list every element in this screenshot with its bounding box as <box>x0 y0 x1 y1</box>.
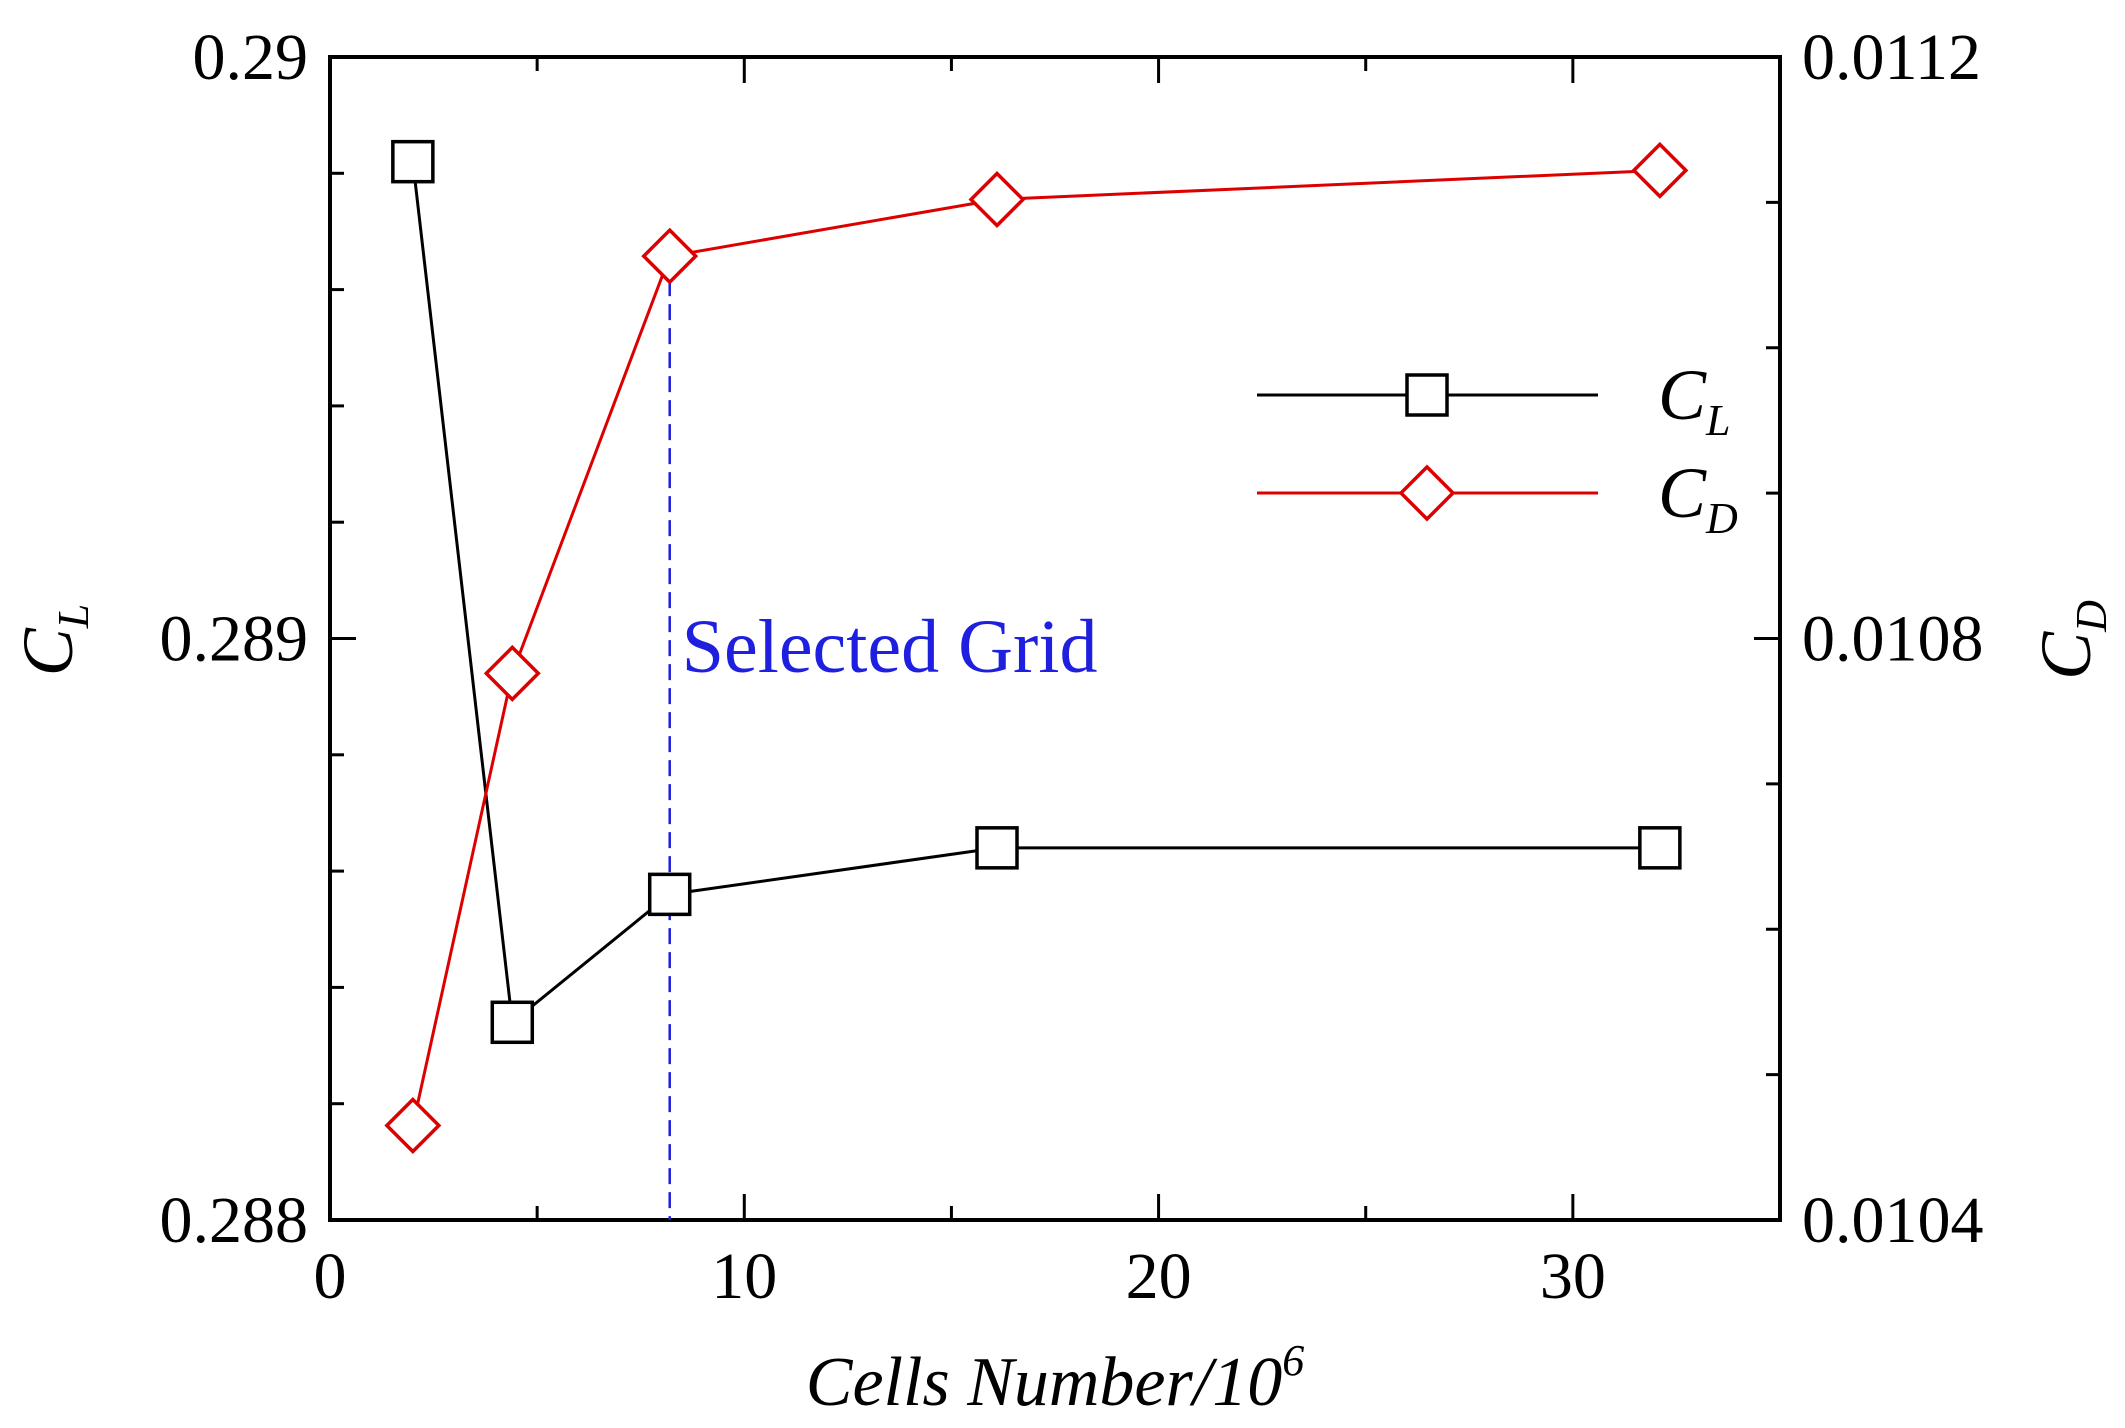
series-line-CL <box>411 161 1660 1026</box>
x-tick-label: 10 <box>711 1240 777 1313</box>
data-point-CD <box>483 644 541 702</box>
data-point-CD <box>1631 141 1689 199</box>
y-left-tick-label: 0.29 <box>193 21 309 94</box>
data-point-CD <box>384 1097 442 1154</box>
data-point-CL <box>391 139 435 184</box>
legend-marker <box>1398 464 1456 522</box>
selected-grid-label: Selected Grid <box>682 605 1098 689</box>
selected-grid-annotation: Selected Grid <box>668 256 1098 1220</box>
legend-label: CL <box>1658 355 1731 445</box>
x-tick-label: 30 <box>1540 1240 1606 1313</box>
y-left-tick-label: 0.289 <box>160 603 309 676</box>
data-point-CL <box>1638 826 1682 870</box>
y-left-axis-title: CL <box>8 604 98 677</box>
axis-titles: Cells Number/106 CL CD <box>8 600 2116 1421</box>
y-right-axis-title: CD <box>2026 600 2116 680</box>
data-point-CL <box>975 826 1019 870</box>
data-point-CD <box>968 170 1026 228</box>
x-axis-title: Cells Number/106 <box>806 1336 1304 1421</box>
y-right-tick-label: 0.0108 <box>1802 603 1984 676</box>
data-point-CD <box>641 227 699 285</box>
x-tick-label: 0 <box>314 1240 347 1313</box>
legend-label: CD <box>1658 453 1738 543</box>
y-right-tick-label: 0.0104 <box>1802 1184 1984 1257</box>
y-left-tick-label: 0.288 <box>160 1184 309 1257</box>
data-point-CL <box>490 1000 535 1045</box>
series-group <box>384 139 1689 1154</box>
y-right-tick-label: 0.0112 <box>1802 21 1981 94</box>
x-tick-label: 20 <box>1126 1240 1192 1313</box>
legend-marker <box>1405 373 1449 417</box>
data-point-CL <box>647 872 692 917</box>
tick-labels: 0 10 20 30 0.288 0.289 0.29 0.0104 0.0108 0.0112 <box>160 21 1984 1313</box>
axis-ticks <box>328 55 1782 1222</box>
